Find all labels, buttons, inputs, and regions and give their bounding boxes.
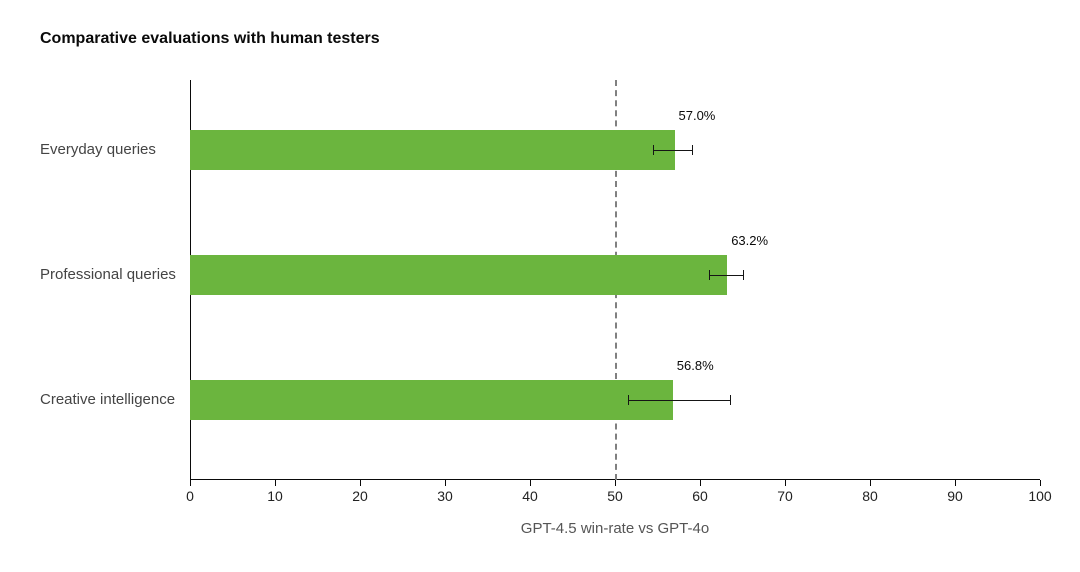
x-tick-label: 70 — [777, 488, 793, 504]
chart-title: Comparative evaluations with human teste… — [40, 30, 1040, 48]
x-tick — [615, 480, 616, 486]
x-tick-label: 40 — [522, 488, 538, 504]
x-tick — [955, 480, 956, 486]
x-tick-label: 80 — [862, 488, 878, 504]
error-bar-cap — [692, 145, 693, 155]
bar-fill — [190, 255, 727, 295]
x-tick — [1040, 480, 1041, 486]
x-tick — [530, 480, 531, 486]
error-bar — [653, 150, 691, 151]
x-tick-label: 10 — [267, 488, 283, 504]
bar-fill — [190, 380, 673, 420]
x-tick — [870, 480, 871, 486]
bar: 57.0% — [190, 130, 675, 170]
plot-area: 0102030405060708090100 57.0%63.2%56.8% — [190, 80, 1040, 480]
error-bar-cap — [653, 145, 654, 155]
bar: 63.2% — [190, 255, 727, 295]
bar: 56.8% — [190, 380, 673, 420]
error-bar — [709, 275, 743, 276]
category-label: Professional queries — [40, 255, 180, 295]
error-bar-cap — [709, 270, 710, 280]
category-label: Everyday queries — [40, 130, 180, 170]
category-label: Creative intelligence — [40, 380, 180, 420]
x-tick — [275, 480, 276, 486]
x-tick — [360, 480, 361, 486]
error-bar-cap — [628, 395, 629, 405]
error-bar-cap — [730, 395, 731, 405]
x-axis-ticks: 0102030405060708090100 — [190, 480, 1040, 486]
x-tick-label: 20 — [352, 488, 368, 504]
bar-value-label: 57.0% — [679, 108, 716, 123]
x-tick — [445, 480, 446, 486]
bar-value-label: 63.2% — [731, 233, 768, 248]
error-bar-cap — [743, 270, 744, 280]
bar-fill — [190, 130, 675, 170]
x-tick-label: 50 — [607, 488, 623, 504]
x-tick — [190, 480, 191, 486]
chart: Everyday queries Professional queries Crea… — [40, 80, 1040, 537]
error-bar — [628, 400, 730, 401]
y-axis-labels: Everyday queries Professional queries Crea… — [40, 80, 190, 480]
x-tick-label: 100 — [1028, 488, 1051, 504]
x-tick-label: 0 — [186, 488, 194, 504]
bar-value-label: 56.8% — [677, 358, 714, 373]
x-tick-label: 60 — [692, 488, 708, 504]
x-tick-label: 90 — [947, 488, 963, 504]
x-tick — [785, 480, 786, 486]
x-tick — [700, 480, 701, 486]
x-tick-label: 30 — [437, 488, 453, 504]
x-axis-label: GPT-4.5 win-rate vs GPT-4o — [190, 520, 1040, 537]
